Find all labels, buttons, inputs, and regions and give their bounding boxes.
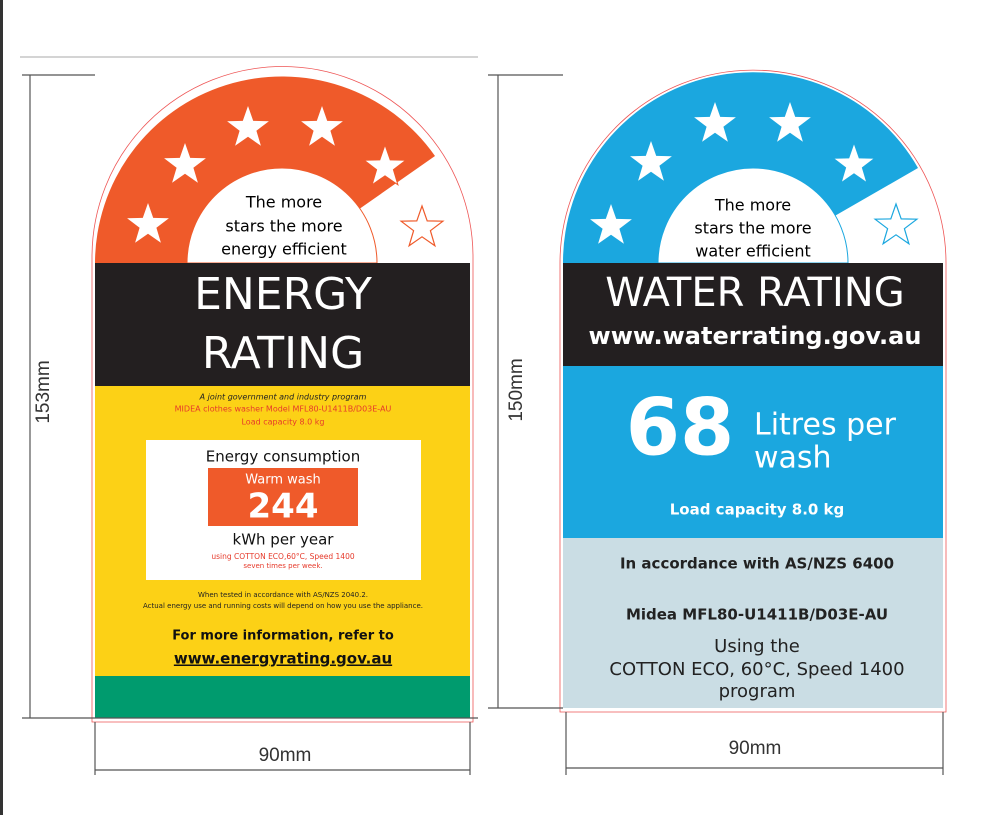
footer-band [95, 676, 470, 718]
cut-line [559, 69, 947, 713]
width-label: 90mm [729, 738, 782, 759]
unit: kWh per year [233, 531, 335, 549]
window-edge [0, 0, 3, 815]
height-label: 150mm [506, 358, 527, 421]
value: 68 [626, 383, 735, 473]
website: www.energyrating.gov.au [174, 650, 392, 668]
title-band [95, 263, 470, 386]
title-band [563, 263, 943, 366]
details-band [563, 538, 943, 708]
energy-dimensions: 153mm 90mm [22, 74, 478, 775]
note: Actual energy use and running costs will… [143, 602, 423, 610]
caption: stars the more [694, 219, 811, 238]
cut-line [91, 66, 474, 723]
caption: The more [245, 193, 322, 212]
program: A joint government and industry program [199, 393, 367, 402]
water-label: The more stars the more water efficient … [559, 69, 947, 713]
load: Load capacity 8.0 kg [241, 418, 324, 427]
model: Midea MFL80-U1411B/D03E-AU [626, 606, 888, 624]
more-info: For more information, refer to [172, 629, 394, 644]
caption: water efficient [695, 242, 810, 261]
standard: In accordance with AS/NZS 6400 [620, 555, 894, 573]
model: MIDEA clothes washer Model MFL80-U1411B/… [175, 405, 392, 414]
consumption-heading: Energy consumption [206, 448, 360, 466]
title: WATER RATING [605, 270, 904, 316]
program: program [719, 681, 796, 702]
water-dimensions: 150mm 90mm [488, 74, 944, 775]
caption-disc [186, 167, 378, 264]
note: When tested in accordance with AS/NZS 20… [198, 591, 368, 599]
height-label: 153mm [33, 360, 54, 423]
caption: stars the more [225, 217, 342, 236]
load: Load capacity 8.0 kg [670, 501, 845, 519]
test-program: seven times per week. [243, 562, 322, 570]
program: COTTON ECO, 60°C, Speed 1400 [609, 659, 904, 680]
title: ENERGY [194, 269, 372, 320]
unit: wash [754, 441, 832, 476]
website: www.waterrating.gov.au [589, 322, 922, 350]
value: 244 [248, 487, 319, 527]
unit: Litres per [754, 408, 897, 443]
value-band [563, 366, 943, 538]
title: RATING [202, 328, 364, 379]
program: Using the [714, 636, 800, 657]
wash-type: Warm wash [245, 473, 321, 488]
width-label: 90mm [259, 745, 312, 766]
energy-label: The more stars the more energy efficient… [91, 66, 474, 723]
caption-disc [657, 167, 849, 264]
caption: The more [714, 196, 791, 215]
caption: energy efficient [221, 240, 347, 259]
value-box [208, 468, 358, 526]
test-program: using COTTON ECO,60°C, Speed 1400 [211, 552, 354, 561]
